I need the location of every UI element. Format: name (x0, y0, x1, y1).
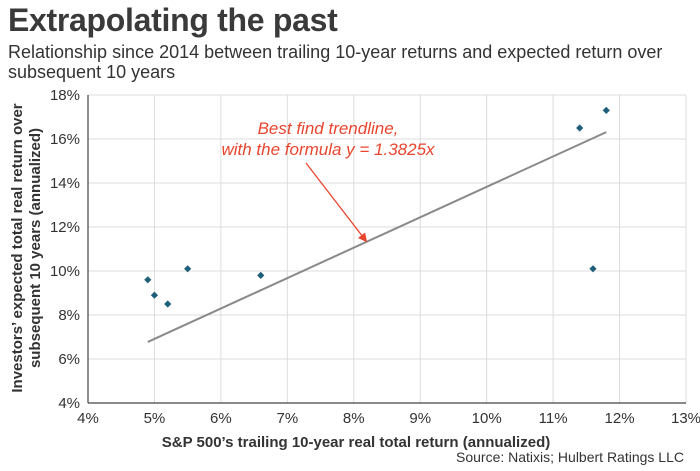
annotation-text: with the formula y = 1.3825x (221, 140, 435, 159)
chart-title: Extrapolating the past (8, 2, 338, 38)
y-axis-title-line: Investors’ expected total real return ov… (9, 103, 26, 392)
data-point (257, 271, 265, 279)
y-tick-label: 12% (50, 219, 80, 236)
y-tick-label: 10% (50, 263, 80, 280)
x-tick-label: 8% (343, 410, 365, 427)
data-point (602, 106, 610, 114)
x-tick-label: 10% (472, 410, 502, 427)
y-axis-title-line: subsequent 10 years (annualized) (27, 128, 44, 368)
annotation-arrowhead (358, 232, 368, 243)
data-point (150, 291, 159, 299)
x-tick-label: 5% (144, 410, 166, 427)
x-axis: 4% 5% 6% 7% 8% 9% 10% 11% 12% 13% (77, 402, 700, 427)
y-tick-label: 4% (58, 395, 80, 412)
x-tick-label: 7% (276, 410, 298, 427)
gridlines (87, 94, 687, 404)
data-point (589, 265, 597, 273)
data-point (164, 300, 172, 308)
annotation-arrow (305, 162, 365, 239)
annotation: Best find trendline, with the formula y =… (221, 119, 435, 243)
data-point (144, 276, 152, 284)
x-tick-label: 13% (671, 410, 700, 427)
x-tick-label: 12% (605, 410, 635, 427)
y-axis: 4% 6% 8% 10% 12% 14% 16% 18% (50, 87, 89, 412)
chart-subtitle: Relationship since 2014 between trailing… (8, 42, 663, 82)
x-tick-label: 11% (539, 410, 568, 427)
trendline-group (147, 131, 607, 343)
x-tick-label: 4% (77, 410, 99, 427)
data-points (144, 106, 610, 308)
y-tick-label: 16% (50, 131, 80, 148)
y-tick-label: 8% (58, 307, 80, 324)
x-tick-label: 6% (210, 410, 232, 427)
data-point (576, 124, 584, 132)
x-tick-label: 9% (409, 410, 431, 427)
y-tick-label: 14% (50, 175, 80, 192)
source-note: Source: Natixis; Hulbert Ratings LLC (456, 449, 684, 465)
trendline (147, 131, 607, 343)
annotation-text: Best find trendline, (258, 119, 399, 138)
y-tick-label: 6% (58, 351, 80, 368)
axis-titles: S&P 500’s trailing 10-year real total re… (9, 103, 550, 451)
data-point (184, 265, 192, 273)
y-tick-label: 18% (50, 87, 80, 104)
x-axis-title: S&P 500’s trailing 10-year real total re… (162, 434, 550, 451)
